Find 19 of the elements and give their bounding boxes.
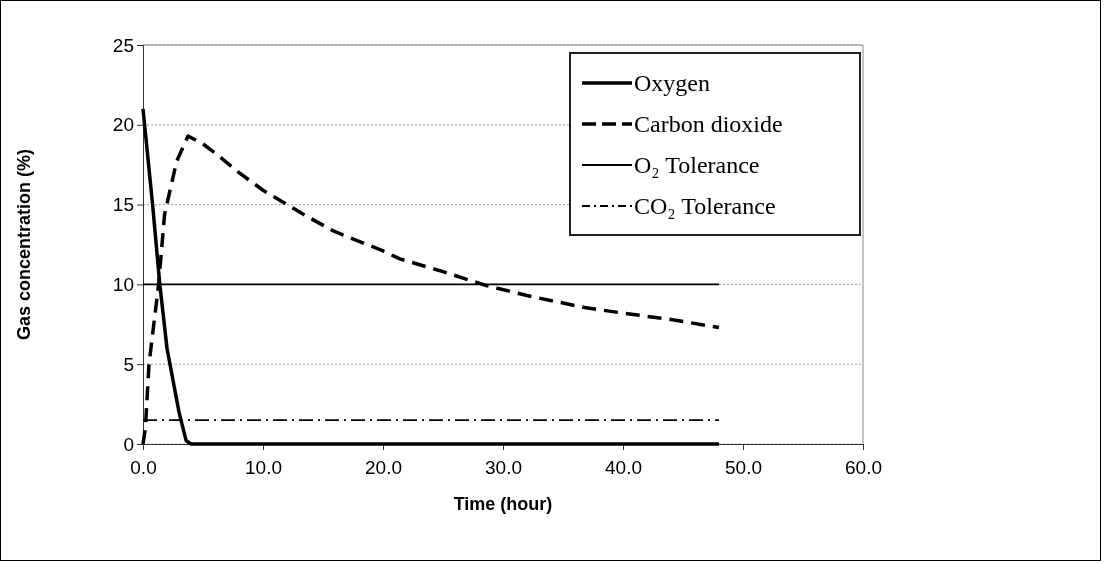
x-tick-label: 60.0 bbox=[845, 456, 882, 478]
x-tick-label: 50.0 bbox=[725, 456, 762, 478]
legend-label: O₂ Tolerance bbox=[634, 152, 760, 178]
x-tick-label: 10.0 bbox=[245, 456, 282, 478]
legend-label: Oxygen bbox=[634, 70, 710, 96]
y-tick-label: 20 bbox=[112, 114, 134, 136]
legend-label: Carbon dioxide bbox=[634, 111, 783, 137]
x-tick-label: 0.0 bbox=[130, 456, 157, 478]
x-tick-label: 30.0 bbox=[485, 456, 522, 478]
legend-label: CO₂ Tolerance bbox=[634, 193, 776, 219]
x-axis-title: Time (hour) bbox=[453, 494, 553, 514]
y-tick-label: 5 bbox=[123, 353, 134, 375]
x-tick-label: 40.0 bbox=[605, 456, 642, 478]
y-axis-title: Gas concentration (%) bbox=[14, 148, 34, 341]
y-tick-label: 10 bbox=[112, 273, 134, 295]
y-tick-label: 25 bbox=[112, 34, 134, 56]
y-tick-label: 15 bbox=[112, 194, 134, 216]
x-tick-label: 20.0 bbox=[365, 456, 402, 478]
y-tick-label: 0 bbox=[123, 433, 134, 455]
